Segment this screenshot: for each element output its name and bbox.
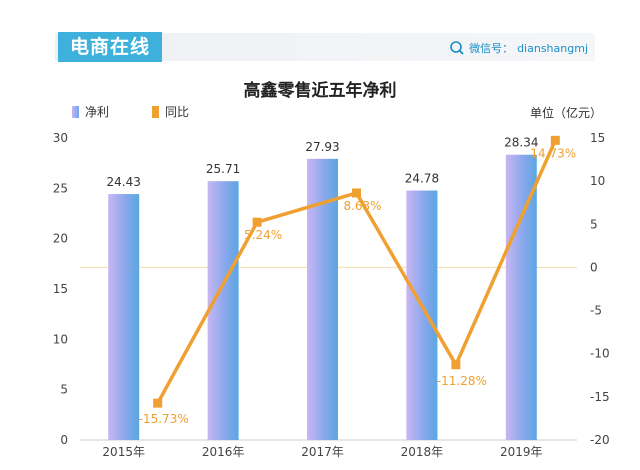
y-right-tick-label: 0 bbox=[590, 260, 598, 274]
bar bbox=[108, 194, 140, 440]
legend-item-profit: 净利 bbox=[72, 103, 109, 120]
y-right-tick-label: -5 bbox=[590, 304, 602, 318]
y-left-tick-label: 10 bbox=[53, 332, 68, 346]
wechat-id: 微信号： dianshangmj bbox=[449, 39, 588, 57]
y-right-tick-label: 15 bbox=[590, 131, 605, 145]
yoy-point bbox=[451, 360, 461, 370]
yoy-point bbox=[352, 188, 361, 198]
legend-swatch-yoy bbox=[152, 105, 159, 118]
wechat-handle: dianshangmj bbox=[517, 41, 588, 55]
bar bbox=[505, 154, 537, 440]
x-tick-label: 2019年 bbox=[500, 445, 543, 459]
y-left-tick-label: 15 bbox=[53, 282, 68, 296]
wechat-prefix: 微信号： bbox=[469, 42, 514, 55]
chart-title: 高鑫零售近五年净利 bbox=[243, 81, 397, 101]
y-right-tick-label: -10 bbox=[590, 347, 610, 361]
legend-item-yoy: 同比 bbox=[152, 103, 189, 120]
yoy-value-label: 5.24% bbox=[244, 228, 282, 242]
yoy-value-label: -11.28% bbox=[437, 374, 487, 388]
y-left-tick-label: 5 bbox=[60, 383, 68, 397]
y-right-tick-label: -15 bbox=[590, 390, 610, 404]
x-tick-label: 2017年 bbox=[301, 445, 344, 459]
yoy-value-label: 8.63% bbox=[343, 199, 381, 213]
y-right-tick-label: 5 bbox=[590, 217, 598, 231]
bar bbox=[207, 181, 239, 440]
yoy-value-label: 14.73% bbox=[530, 146, 576, 160]
x-tick-label: 2018年 bbox=[401, 445, 444, 459]
bar-value-label: 24.78 bbox=[405, 172, 439, 186]
legend-label-profit: 净利 bbox=[85, 105, 110, 119]
y-left-tick-label: 20 bbox=[53, 232, 68, 246]
bar-value-label: 24.43 bbox=[107, 175, 141, 189]
bar-value-label: 28.34 bbox=[504, 136, 538, 150]
yoy-point bbox=[252, 217, 262, 227]
y-right-tick-label: -20 bbox=[590, 433, 610, 447]
x-tick-label: 2016年 bbox=[202, 445, 245, 459]
yoy-point bbox=[550, 135, 560, 145]
banner-label: 电商在线 bbox=[58, 32, 162, 62]
unit-label: 单位（亿元） bbox=[529, 106, 602, 120]
y-left-tick-label: 25 bbox=[53, 181, 68, 195]
y-left-tick-label: 30 bbox=[53, 131, 68, 145]
y-left-tick-label: 0 bbox=[60, 433, 68, 447]
bar-value-label: 27.93 bbox=[305, 140, 339, 154]
bar-value-label: 25.71 bbox=[206, 162, 240, 176]
y-right-tick-label: 10 bbox=[590, 174, 605, 188]
bar bbox=[406, 190, 438, 440]
x-tick-label: 2015年 bbox=[102, 445, 145, 459]
legend-label-yoy: 同比 bbox=[165, 105, 190, 119]
search-icon bbox=[450, 41, 464, 55]
yoy-value-label: -15.73% bbox=[139, 412, 189, 426]
yoy-point bbox=[153, 398, 163, 408]
legend-swatch-profit bbox=[72, 105, 79, 118]
